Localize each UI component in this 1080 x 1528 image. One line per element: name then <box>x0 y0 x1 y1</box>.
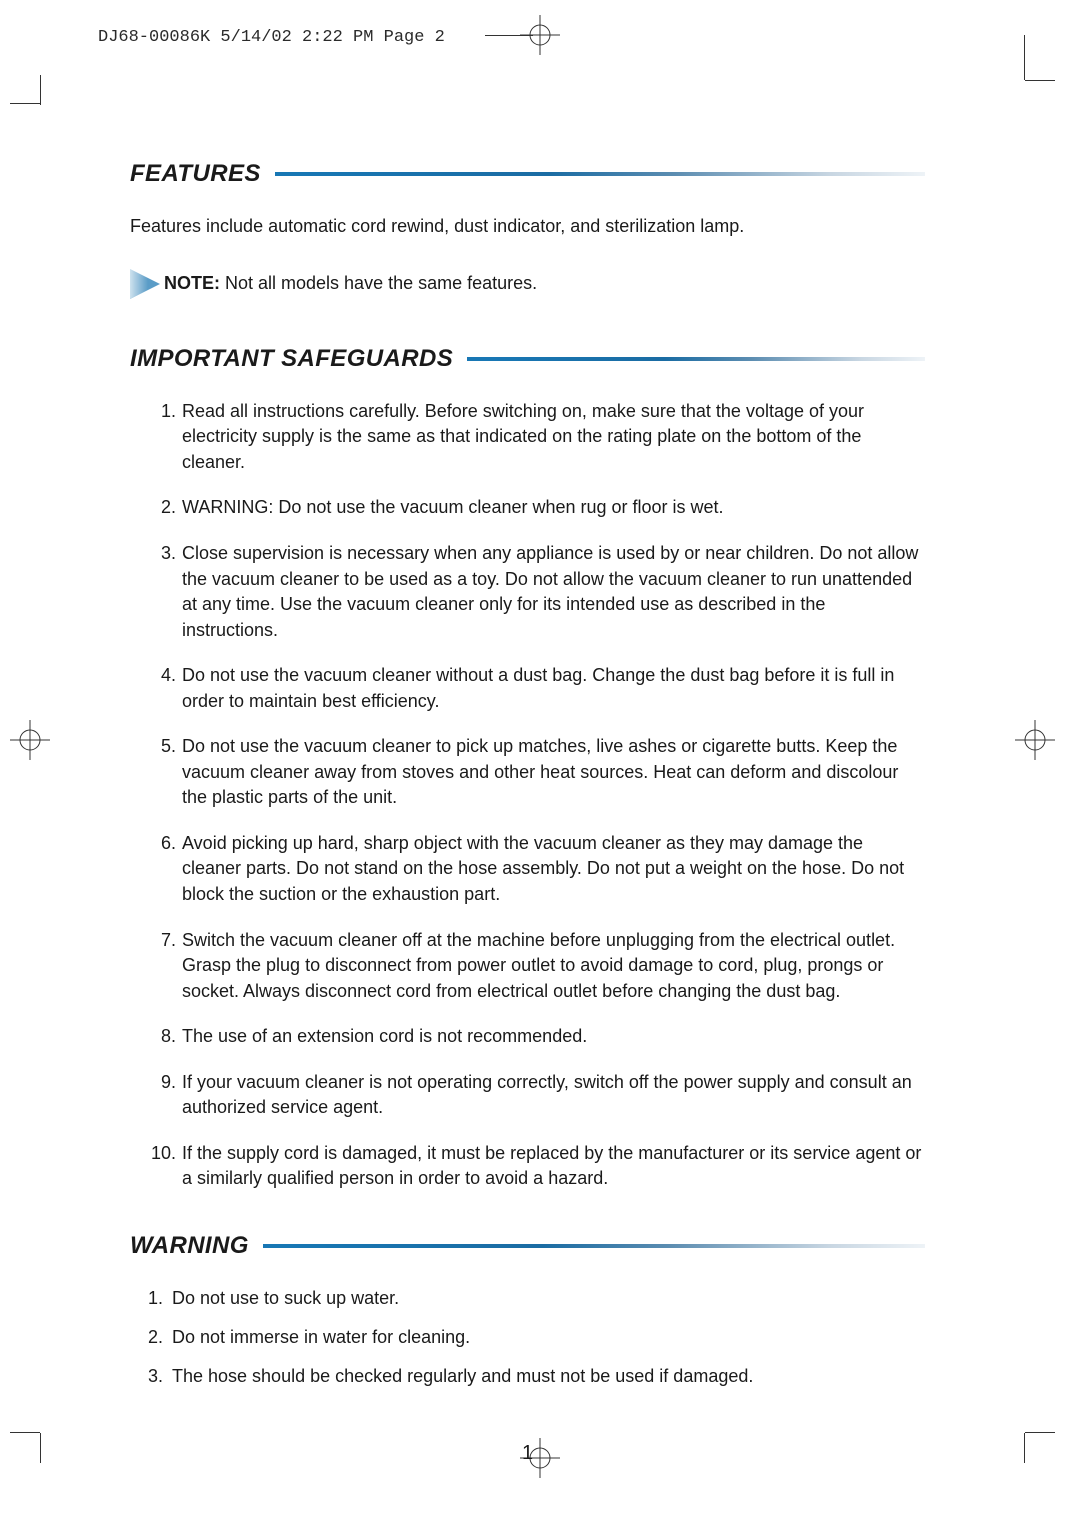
list-item: 7.Switch the vacuum cleaner off at the m… <box>148 928 925 1005</box>
note-label: NOTE: <box>164 273 220 293</box>
note-body: Not all models have the same features. <box>220 273 537 293</box>
crop-mark-icon <box>1005 1403 1055 1453</box>
note-row: NOTE: Not all models have the same featu… <box>130 269 925 299</box>
crop-mark-icon <box>10 1403 60 1453</box>
list-item: 9.If your vacuum cleaner is not operatin… <box>148 1070 925 1121</box>
list-item: 8.The use of an extension cord is not re… <box>148 1024 925 1050</box>
crop-mark-icon <box>1005 20 1055 70</box>
registration-mark-icon <box>520 15 560 55</box>
safeguards-header: IMPORTANT SAFEGUARDS <box>130 345 925 373</box>
list-item: 4.Do not use the vacuum cleaner without … <box>148 663 925 714</box>
list-item: 10.If the supply cord is damaged, it mus… <box>148 1141 925 1192</box>
list-item: 3.Close supervision is necessary when an… <box>148 541 925 643</box>
list-item: 2. WARNING: Do not use the vacuum cleane… <box>148 495 925 521</box>
rule-icon <box>275 172 299 176</box>
warning-header: WARNING <box>130 1232 925 1260</box>
list-item: 3.The hose should be checked regularly a… <box>148 1364 925 1389</box>
rule-gradient-icon <box>287 1244 925 1248</box>
list-item: 2.Do not immerse in water for cleaning. <box>148 1325 925 1350</box>
page-number: 1 <box>130 1442 925 1465</box>
crop-mark-icon <box>10 55 60 105</box>
note-triangle-icon <box>130 269 164 299</box>
rule-gradient-icon <box>299 172 925 176</box>
registration-mark-icon <box>10 720 50 760</box>
list-item: 5.Do not use the vacuum cleaner to pick … <box>148 734 925 811</box>
list-item: 1.Do not use to suck up water. <box>148 1286 925 1311</box>
safeguards-title: IMPORTANT SAFEGUARDS <box>130 345 453 373</box>
list-item: 1.Read all instructions carefully. Befor… <box>148 399 925 476</box>
features-header: FEATURES <box>130 160 925 188</box>
list-item: 6.Avoid picking up hard, sharp object wi… <box>148 831 925 908</box>
rule-gradient-icon <box>491 357 925 361</box>
features-body: Features include automatic cord rewind, … <box>130 214 925 239</box>
registration-mark-icon <box>1015 720 1055 760</box>
print-meta-text: DJ68-00086K 5/14/02 2:22 PM Page 2 <box>98 28 445 47</box>
rule-icon <box>263 1244 287 1248</box>
warning-title: WARNING <box>130 1232 249 1260</box>
warnings-list: 1.Do not use to suck up water. 2.Do not … <box>130 1286 925 1390</box>
page-content: FEATURES Features include automatic cord… <box>130 160 925 1465</box>
note-text: NOTE: Not all models have the same featu… <box>164 273 537 294</box>
features-title: FEATURES <box>130 160 261 188</box>
safeguards-list: 1.Read all instructions carefully. Befor… <box>130 399 925 1192</box>
rule-icon <box>467 357 491 361</box>
